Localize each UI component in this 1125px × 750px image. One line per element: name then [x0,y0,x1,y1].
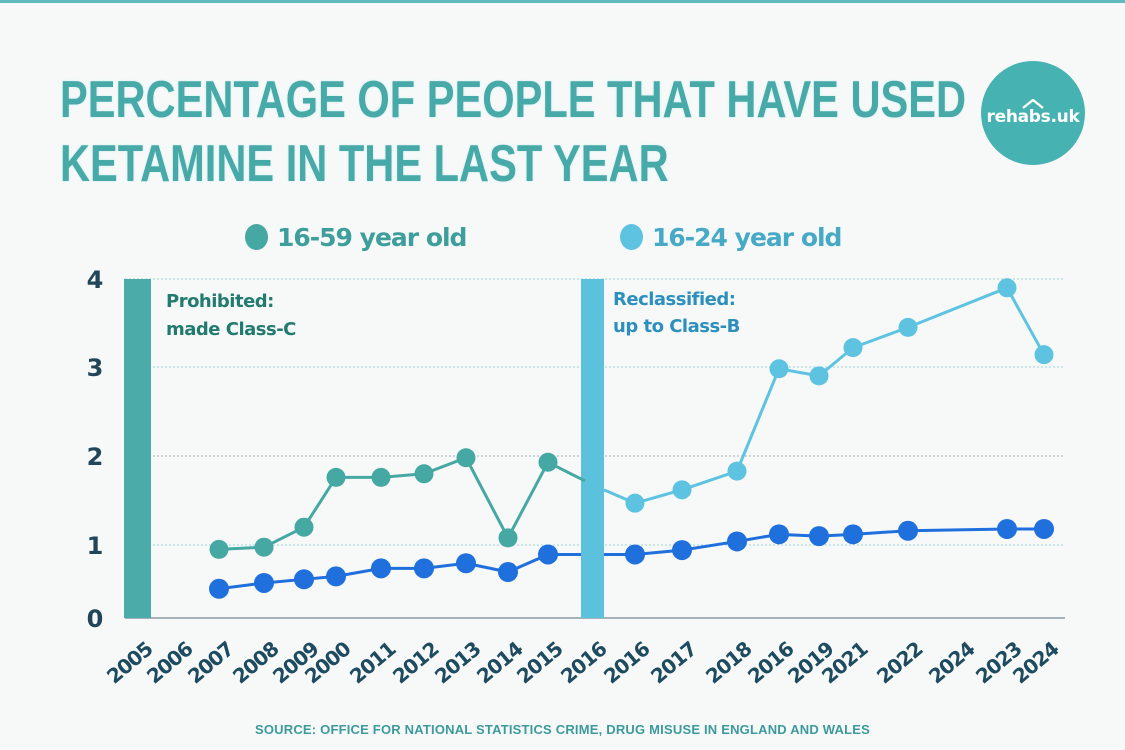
class-c-marker-bar [124,279,151,618]
data-point [1034,518,1054,539]
x-tick-label: 2015 [512,637,567,689]
y-tick-label: 0 [87,605,104,633]
data-point [898,520,918,541]
source-note: SOURCE: OFFICE FOR NATIONAL STATISTICS C… [254,722,871,737]
page-title: PERCENTAGE OF PEOPLE THAT HAVE USED KETA… [60,68,966,196]
x-tick-label: 2012 [388,637,443,689]
legend-dot-icon [245,224,268,250]
data-point [498,528,518,548]
x-tick-label: 2014 [472,637,527,689]
data-point [843,524,863,545]
title-line-1: PERCENTAGE OF PEOPLE THAT HAVE USED [60,71,967,129]
data-point [538,544,558,565]
data-point [414,464,434,484]
x-tick-label: 2018 [701,637,756,689]
x-tick-label: 2024 [924,637,979,689]
x-tick-label: 2011 [345,637,400,689]
x-tick-label: 2006 [142,637,197,689]
x-tick-label: 2016 [599,637,654,689]
top-accent-line [0,0,1125,3]
data-point [538,452,558,472]
x-tick-label: 2007 [183,637,238,689]
data-point [456,448,476,468]
data-point [727,461,747,481]
data-point [672,540,692,561]
x-tick-label: 2016 [743,637,798,689]
data-point [209,578,229,599]
x-tick-label: 2013 [430,637,485,689]
rehabs-logo: rehabs.uk [981,61,1085,165]
annotation-class-b: Reclassified: [613,289,735,310]
data-point [371,467,391,487]
annotation-class-b: up to Class-B [613,316,740,337]
x-tick-label: 2017 [646,637,701,689]
class-b-marker-bar [581,540,604,618]
data-point [625,544,645,565]
data-point [672,480,692,500]
data-point [997,278,1017,298]
data-point [625,493,645,513]
legend-item-16-59: 16-59 year old [245,220,467,254]
y-tick-label: 3 [87,354,104,382]
annotation-class-c: Prohibited: [166,291,274,312]
data-point [769,359,789,379]
data-point [769,524,789,545]
legend-dot-icon [620,224,643,250]
y-tick-label: 4 [87,266,104,294]
data-point [254,537,274,557]
legend-label: 16-24 year old [652,222,842,252]
data-point [898,317,918,337]
data-point [294,569,314,590]
data-point [209,539,229,559]
house-roof-icon [1022,99,1044,109]
legend-item-16-24: 16-24 year old [620,220,842,254]
x-tick-label: 2022 [872,637,927,689]
data-point [414,558,434,579]
data-point [456,553,476,574]
y-tick-label: 1 [87,532,104,560]
y-tick-label: 2 [87,443,104,471]
title-line-2: KETAMINE IN THE LAST YEAR [60,135,669,193]
data-point [326,566,346,587]
x-tick-label: 2016 [556,637,611,689]
series-line [218,455,586,551]
data-point [809,366,829,386]
data-point [727,531,747,552]
data-point [254,572,274,593]
series-line [603,285,1046,505]
data-point [326,467,346,487]
data-point [371,558,391,579]
x-tick-label: 2005 [102,637,157,689]
data-point [1034,345,1054,365]
data-point [809,526,829,547]
x-tick-label: 2008 [228,637,283,689]
data-point [843,338,863,358]
class-b-marker-bar [581,279,604,618]
data-point [498,562,518,583]
data-point [997,518,1017,539]
annotation-class-c: made Class-C [166,319,296,340]
legend-label: 16-59 year old [277,222,467,252]
data-point [294,517,314,537]
logo-text: rehabs.uk [986,107,1080,127]
